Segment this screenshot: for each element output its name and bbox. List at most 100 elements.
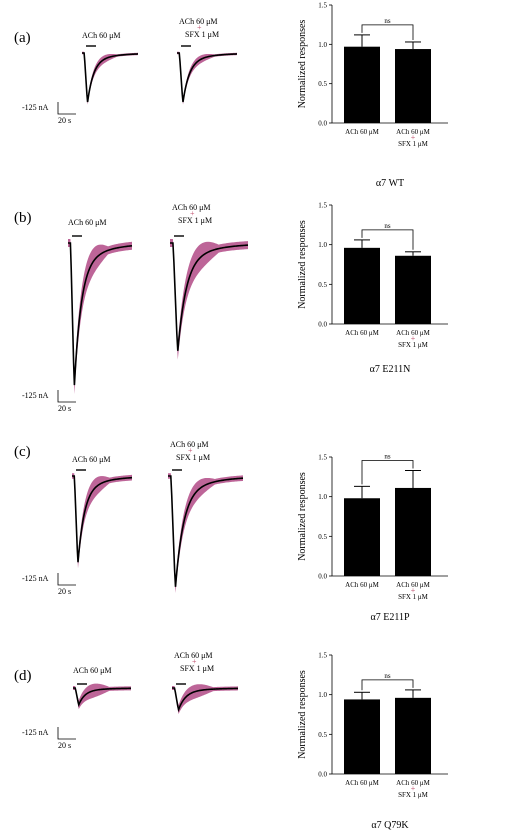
trace-label-plus: + — [188, 446, 193, 455]
control-trace — [68, 242, 133, 386]
genotype-label: α7 Q79K — [371, 820, 409, 831]
y-tick-label: 0.0 — [318, 573, 327, 581]
bar — [395, 49, 431, 124]
trace-label-ach: ACh 60 μM — [68, 218, 107, 227]
sfx-sem-band — [177, 51, 237, 105]
y-tick-label: 1.5 — [318, 2, 327, 10]
y-axis-label: Normalized responses — [297, 20, 308, 109]
trace-label-combo-line1: ACh 60 μM — [174, 651, 213, 660]
y-tick-label: 1.0 — [318, 691, 327, 699]
bar — [344, 247, 380, 324]
y-tick-label: 0.5 — [318, 281, 327, 289]
panel-letter: (a) — [14, 30, 31, 46]
trace-label-ach: ACh 60 μM — [73, 666, 112, 675]
scale-bar-current: -125 nA — [22, 103, 49, 112]
category-label: ACh 60 μM — [345, 128, 379, 136]
panel-letter: (b) — [14, 210, 32, 226]
category-label-line2: SFX 1 μM — [398, 791, 429, 799]
bar — [344, 46, 380, 124]
trace-label-plus: + — [197, 23, 202, 32]
genotype-label: α7 E211N — [370, 364, 411, 375]
y-axis-label: Normalized responses — [297, 220, 308, 309]
category-plus: + — [411, 133, 416, 142]
category-label: ACh 60 μM — [345, 779, 379, 787]
bar — [344, 498, 380, 576]
category-label: ACh 60 μM — [396, 128, 430, 136]
genotype-label: α7 WT — [376, 178, 404, 189]
significance-bracket — [361, 229, 414, 250]
bar — [395, 255, 431, 324]
sfx-trace — [168, 475, 244, 587]
significance-label: ns — [384, 17, 391, 25]
category-label-line2: SFX 1 μM — [398, 341, 429, 349]
category-label: ACh 60 μM — [396, 581, 430, 589]
scale-bar — [57, 727, 76, 740]
scale-bar-current: -125 nA — [22, 574, 49, 583]
scale-bar-time: 20 s — [58, 587, 71, 596]
significance-label: ns — [384, 222, 391, 230]
sfx-trace — [177, 52, 238, 103]
genotype-label: α7 E211P — [370, 612, 409, 623]
control-trace — [82, 52, 139, 103]
scale-bar-time: 20 s — [58, 741, 71, 750]
significance-bracket — [361, 24, 414, 40]
y-tick-label: 0.0 — [318, 771, 327, 779]
control-trace — [73, 687, 132, 708]
y-tick-label: 1.5 — [318, 202, 327, 210]
category-label: ACh 60 μM — [396, 329, 430, 337]
bar — [344, 699, 380, 774]
bar — [395, 487, 431, 576]
y-tick-label: 1.0 — [318, 241, 327, 249]
y-tick-label: 0.5 — [318, 80, 327, 88]
category-plus: + — [411, 586, 416, 595]
bar — [395, 697, 431, 774]
sfx-trace — [170, 242, 249, 351]
y-tick-label: 0.0 — [318, 120, 327, 128]
scale-bar-current: -125 nA — [22, 391, 49, 400]
trace-label-combo-line1: ACh 60 μM — [170, 440, 209, 449]
significance-label: ns — [384, 452, 391, 460]
control-sem-band — [72, 473, 132, 569]
sfx-sem-band — [172, 684, 238, 714]
category-label: ACh 60 μM — [345, 581, 379, 589]
y-axis-label: Normalized responses — [297, 472, 308, 561]
significance-bracket — [361, 679, 414, 691]
panel-letter: (c) — [14, 444, 31, 460]
trace-label-combo-line2: SFX 1 μM — [176, 453, 210, 462]
scale-bar-current: -125 nA — [22, 728, 49, 737]
significance-bracket — [361, 460, 414, 485]
trace-label-ach: ACh 60 μM — [72, 455, 111, 464]
y-axis-label: Normalized responses — [297, 670, 308, 759]
scale-bar-time: 20 s — [58, 404, 71, 413]
scale-bar-time: 20 s — [58, 116, 71, 125]
sfx-sem-band — [168, 473, 243, 593]
scale-bar — [57, 390, 76, 403]
y-tick-label: 0.0 — [318, 321, 327, 329]
y-tick-label: 1.5 — [318, 454, 327, 462]
category-label-line2: SFX 1 μM — [398, 140, 429, 148]
trace-label-combo-line1: ACh 60 μM — [179, 17, 218, 26]
y-tick-label: 0.5 — [318, 731, 327, 739]
sfx-trace — [172, 687, 239, 713]
trace-label-combo-line2: SFX 1 μM — [178, 216, 212, 225]
scale-bar — [57, 573, 76, 586]
sfx-sem-band — [170, 239, 248, 360]
control-trace — [72, 475, 133, 563]
trace-label-plus: + — [190, 209, 195, 218]
trace-label-plus: + — [192, 657, 197, 666]
significance-label: ns — [384, 672, 391, 680]
category-label-line2: SFX 1 μM — [398, 593, 429, 601]
trace-label-combo-line2: SFX 1 μM — [185, 30, 219, 39]
trace-label-combo-line1: ACh 60 μM — [172, 203, 211, 212]
trace-label-combo-line2: SFX 1 μM — [180, 664, 214, 673]
scale-bar — [57, 102, 76, 115]
control-sem-band — [82, 51, 138, 105]
category-label: ACh 60 μM — [345, 329, 379, 337]
category-plus: + — [411, 784, 416, 793]
category-label: ACh 60 μM — [396, 779, 430, 787]
